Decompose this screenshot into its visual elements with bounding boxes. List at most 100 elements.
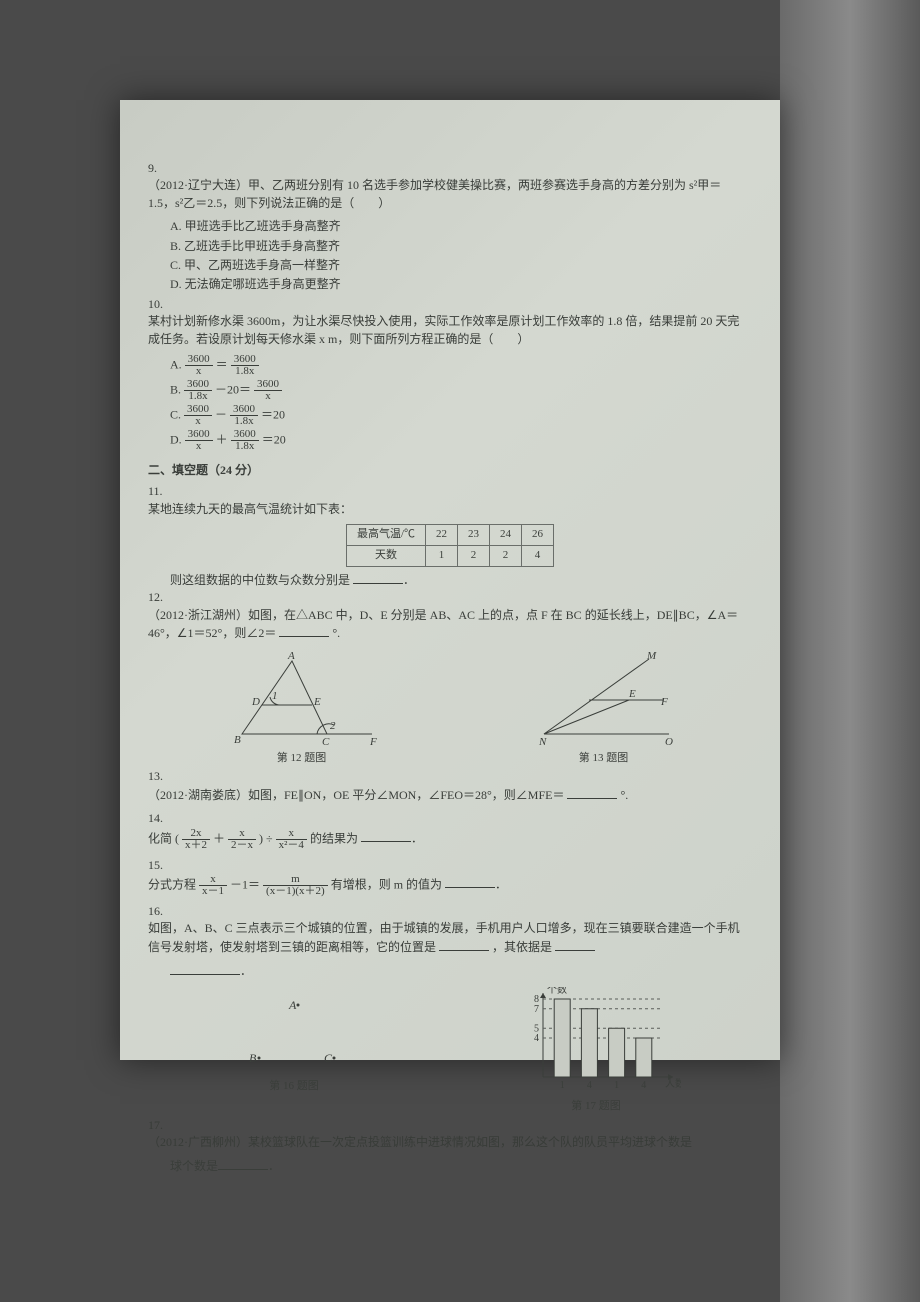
svg-text:8: 8 — [534, 994, 539, 1005]
q10-a-label: A. — [170, 357, 182, 371]
q15-body: 分式方程 xx－1 －1＝ m(x－1)(x＋2) 有增根，则 m 的值为 ． — [148, 874, 748, 897]
q17-number: 17. — [148, 1117, 170, 1134]
label-F: F — [660, 696, 668, 708]
q9-number: 9. — [148, 160, 170, 177]
question-9: 9. （2012·辽宁大连）甲、乙两班分别有 10 名选手参加学校健美操比赛，两… — [148, 160, 752, 212]
op: －20＝ — [215, 382, 251, 396]
label-D: D — [251, 696, 260, 708]
q11-table: 最高气温/℃ 22 23 24 26 天数 1 2 2 4 — [346, 524, 554, 567]
label-F: F — [369, 736, 377, 748]
svg-text:4: 4 — [534, 1033, 539, 1044]
frac-b: 2－x — [228, 840, 256, 851]
td: 天数 — [346, 546, 425, 567]
book-edge — [780, 0, 920, 1302]
blank — [361, 829, 411, 842]
unit: °. — [332, 626, 340, 640]
question-12: 12. （2012·浙江湖州）如图，在△ABC 中，D、E 分别是 AB、AC … — [148, 589, 752, 642]
q9-opt-b: B. 乙班选手比甲班选手身高整齐 — [170, 238, 460, 255]
question-14: 14. 化简 ( 2xx＋2 ＋ x2－x ) ÷ xx²－4 的结果为 ． — [148, 810, 752, 850]
q9-opt-c: C. 甲、乙两班选手身高一样整齐 — [170, 257, 460, 274]
q15-number: 15. — [148, 857, 170, 874]
q11-number: 11. — [148, 483, 170, 500]
period: ． — [268, 1159, 280, 1173]
q14-number: 14. — [148, 810, 170, 827]
svg-text:4: 4 — [587, 1080, 592, 1091]
figure-17: 个数人数45781414 第 17 题图 — [511, 987, 681, 1115]
frac-b: x — [185, 366, 213, 377]
tail: 的结果为 — [310, 831, 358, 845]
q10-opt-b: B. 36001.8x －20＝ 3600x — [170, 379, 460, 402]
op: ＝20 — [262, 432, 286, 446]
q13-number: 13. — [148, 768, 170, 785]
frac-t: x — [276, 828, 307, 840]
frac-b: x＋2 — [182, 840, 210, 851]
question-11: 11. 某地连续九天的最高气温统计如下表： — [148, 483, 752, 518]
blank — [555, 938, 595, 951]
unit: °. — [620, 788, 628, 802]
label-A: A — [288, 998, 297, 1012]
q16-stem: 如图，A、B、C 三点表示三个城镇的位置，由于城镇的发展，手机用户人口增多，现在… — [148, 920, 748, 956]
angle-diagram: M N O E F — [529, 649, 679, 749]
q13-stem: （2012·湖南娄底）如图，FE∥ON，OE 平分∠MON，∠FEO＝28°，则… — [148, 786, 748, 804]
q10-stem: 某村计划新修水渠 3600m，为让水渠尽快投入使用，实际工作效率是原计划工作效率… — [148, 313, 748, 348]
exam-page: 9. （2012·辽宁大连）甲、乙两班分别有 10 名选手参加学校健美操比赛，两… — [120, 100, 780, 1060]
q16-number: 16. — [148, 903, 170, 920]
q11-tail: 则这组数据的中位数与众数分别是 ． — [170, 571, 752, 589]
th: 26 — [522, 525, 554, 546]
tail: 有增根，则 m 的值为 — [331, 877, 442, 891]
fig12-caption: 第 12 题图 — [222, 751, 382, 767]
frac-t: 2x — [182, 828, 210, 840]
question-13: 13. （2012·湖南娄底）如图，FE∥ON，OE 平分∠MON，∠FEO＝2… — [148, 768, 752, 804]
label-C: C — [324, 1051, 333, 1065]
op: ＝20 — [261, 407, 285, 421]
svg-text:个数: 个数 — [547, 987, 567, 996]
svg-text:1: 1 — [560, 1080, 565, 1091]
q11-stem: 某地连续九天的最高气温统计如下表： — [148, 501, 748, 518]
svg-text:7: 7 — [534, 1003, 539, 1014]
triangle-diagram: A B C D E F 1 2 — [222, 649, 382, 749]
fig13-caption: 第 13 题图 — [529, 751, 679, 767]
mid: ，其依据是 — [492, 940, 552, 954]
label-O: O — [665, 736, 673, 748]
td: 2 — [458, 546, 490, 567]
q13-stem-text: （2012·湖南娄底）如图，FE∥ON，OE 平分∠MON，∠FEO＝28°，则… — [148, 788, 564, 802]
label-2: 2 — [330, 720, 336, 732]
q11-tail-text: 则这组数据的中位数与众数分别是 — [170, 573, 350, 587]
figure-row-12-13: A B C D E F 1 2 第 12 题图 — [148, 649, 752, 767]
frac-b: x — [254, 391, 282, 402]
blank — [567, 786, 617, 799]
q17-tail: 球个数是． — [170, 1157, 752, 1175]
op: ＋ — [216, 432, 228, 446]
th: 最高气温/℃ — [346, 525, 425, 546]
q12-stem: （2012·浙江湖州）如图，在△ABC 中，D、E 分别是 AB、AC 上的点，… — [148, 607, 748, 643]
label-E: E — [628, 688, 636, 700]
th: 24 — [490, 525, 522, 546]
q10-options: A. 3600x ＝ 36001.8x B. 36001.8x －20＝ 360… — [170, 354, 752, 454]
blank — [218, 1157, 268, 1170]
blank — [445, 875, 495, 888]
section-2-header: 二、填空题（24 分） — [148, 462, 752, 479]
td: 1 — [426, 546, 458, 567]
svg-text:1: 1 — [614, 1080, 619, 1091]
q9-stem: （2012·辽宁大连）甲、乙两班分别有 10 名选手参加学校健美操比赛，两班参赛… — [148, 177, 748, 212]
frac-b: x²－4 — [276, 840, 307, 851]
question-16: 16. 如图，A、B、C 三点表示三个城镇的位置，由于城镇的发展，手机用户人口增… — [148, 903, 752, 956]
svg-text:5: 5 — [534, 1023, 539, 1034]
td: 2 — [490, 546, 522, 567]
q10-d-label: D. — [170, 432, 182, 446]
frac-b: 1.8x — [231, 366, 259, 377]
frac-b: 1.8x — [184, 391, 212, 402]
table-row: 天数 1 2 2 4 — [346, 546, 553, 567]
td: 4 — [522, 546, 554, 567]
figure-row-16-17: A B C 第 16 题图 个数人数45781414 第 17 题图 — [148, 987, 752, 1115]
question-15: 15. 分式方程 xx－1 －1＝ m(x－1)(x＋2) 有增根，则 m 的值… — [148, 857, 752, 897]
op: － — [215, 407, 227, 421]
three-towns-diagram: A B C — [219, 987, 369, 1077]
label-B: B — [234, 734, 241, 746]
q10-c-label: C. — [170, 407, 181, 421]
q10-opt-d: D. 3600x ＋ 36001.8x ＝20 — [170, 429, 460, 452]
q10-opt-a: A. 3600x ＝ 36001.8x — [170, 354, 460, 377]
label-B: B — [249, 1051, 257, 1065]
q10-b-label: B. — [170, 382, 181, 396]
frac-b: x — [184, 416, 212, 427]
